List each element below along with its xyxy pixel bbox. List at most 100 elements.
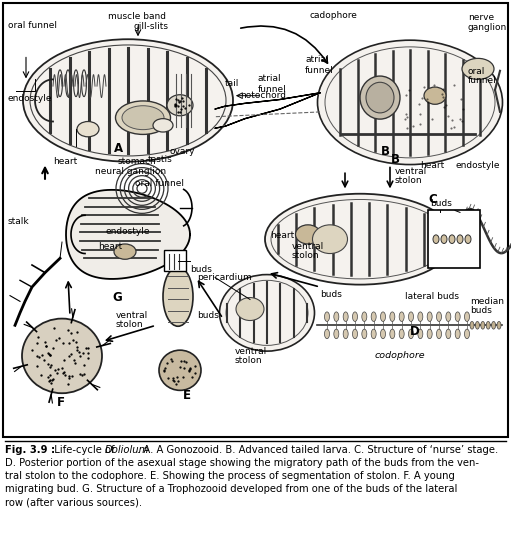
Ellipse shape xyxy=(153,119,173,132)
Ellipse shape xyxy=(313,225,347,254)
Ellipse shape xyxy=(343,329,348,339)
Text: buds: buds xyxy=(320,290,342,299)
Ellipse shape xyxy=(455,312,460,321)
Ellipse shape xyxy=(122,106,164,130)
Ellipse shape xyxy=(465,235,471,244)
Ellipse shape xyxy=(353,312,358,321)
Bar xyxy=(428,211,480,268)
Text: gill-slits: gill-slits xyxy=(133,22,168,31)
Ellipse shape xyxy=(436,312,442,321)
Ellipse shape xyxy=(381,329,385,339)
Text: tral stolon to the codophore. E. Showing the process of segmentation of stolon. : tral stolon to the codophore. E. Showing… xyxy=(5,471,455,481)
Ellipse shape xyxy=(343,312,348,321)
Ellipse shape xyxy=(265,194,455,285)
Ellipse shape xyxy=(362,312,367,321)
Ellipse shape xyxy=(399,312,404,321)
Text: A: A xyxy=(113,142,123,155)
Text: heart: heart xyxy=(53,157,77,166)
Text: ventral: ventral xyxy=(235,347,267,356)
Text: funnel: funnel xyxy=(468,76,497,85)
Text: buds: buds xyxy=(197,311,219,320)
Ellipse shape xyxy=(77,122,99,137)
Text: oral funnel: oral funnel xyxy=(135,179,184,188)
Ellipse shape xyxy=(464,312,470,321)
Text: stolon: stolon xyxy=(116,320,144,328)
Ellipse shape xyxy=(360,76,400,119)
Ellipse shape xyxy=(446,329,451,339)
Ellipse shape xyxy=(399,329,404,339)
Ellipse shape xyxy=(427,329,432,339)
Text: stomach: stomach xyxy=(118,157,157,166)
Ellipse shape xyxy=(481,321,485,329)
Text: ventral: ventral xyxy=(395,167,427,177)
Text: buds: buds xyxy=(190,265,212,274)
Text: nerve: nerve xyxy=(468,14,494,22)
Ellipse shape xyxy=(324,312,330,321)
Ellipse shape xyxy=(418,312,423,321)
Ellipse shape xyxy=(408,329,413,339)
Ellipse shape xyxy=(353,329,358,339)
Text: E: E xyxy=(183,389,191,402)
Ellipse shape xyxy=(441,235,447,244)
Text: Doliolum: Doliolum xyxy=(105,445,149,455)
Ellipse shape xyxy=(220,274,314,351)
Ellipse shape xyxy=(236,298,264,321)
Text: migrating bud. G. Structure of a Trophozooid developed from one of the buds of t: migrating bud. G. Structure of a Trophoz… xyxy=(5,484,457,494)
Text: endostyle: endostyle xyxy=(105,227,150,236)
Ellipse shape xyxy=(23,39,233,161)
Text: stalk: stalk xyxy=(8,218,30,226)
Ellipse shape xyxy=(163,267,193,326)
Text: testis: testis xyxy=(148,155,173,164)
Text: heart: heart xyxy=(270,231,294,240)
Text: G: G xyxy=(112,292,122,305)
Ellipse shape xyxy=(436,329,442,339)
Text: ganglion: ganglion xyxy=(468,23,507,32)
Ellipse shape xyxy=(475,321,479,329)
Text: ovary: ovary xyxy=(170,147,196,157)
Ellipse shape xyxy=(115,101,171,134)
Text: muscle band: muscle band xyxy=(108,12,166,22)
Text: stolon: stolon xyxy=(395,176,423,185)
Ellipse shape xyxy=(317,40,502,165)
Text: buds: buds xyxy=(470,306,492,315)
Text: atrial
funnel: atrial funnel xyxy=(305,56,334,75)
Text: C: C xyxy=(428,193,437,206)
Text: notochord: notochord xyxy=(240,91,286,100)
Text: Fig. 3.9 :: Fig. 3.9 : xyxy=(5,445,55,455)
Text: oral funnel: oral funnel xyxy=(8,21,57,30)
Ellipse shape xyxy=(334,329,339,339)
Ellipse shape xyxy=(497,321,501,329)
Text: endostyle: endostyle xyxy=(455,161,499,170)
Bar xyxy=(164,249,186,271)
Ellipse shape xyxy=(455,329,460,339)
Text: B: B xyxy=(390,153,400,166)
Text: cadophore: cadophore xyxy=(310,11,358,21)
Text: Life-cycle of: Life-cycle of xyxy=(48,445,118,455)
Ellipse shape xyxy=(424,87,446,104)
Text: median: median xyxy=(470,296,504,306)
Ellipse shape xyxy=(371,312,376,321)
Ellipse shape xyxy=(492,321,496,329)
Ellipse shape xyxy=(462,58,494,79)
Text: ventral: ventral xyxy=(292,242,324,251)
Polygon shape xyxy=(66,190,190,279)
Text: lateral buds: lateral buds xyxy=(405,292,459,301)
Ellipse shape xyxy=(381,312,385,321)
Text: pericardium: pericardium xyxy=(197,273,252,282)
Ellipse shape xyxy=(408,312,413,321)
Text: D: D xyxy=(410,325,420,338)
Text: row (after various sources).: row (after various sources). xyxy=(5,497,142,507)
Text: ventral: ventral xyxy=(116,311,148,320)
Text: D. Posterior portion of the asexual stage showing the migratory path of the buds: D. Posterior portion of the asexual stag… xyxy=(5,458,479,468)
Text: F: F xyxy=(57,396,65,409)
Ellipse shape xyxy=(486,321,490,329)
Ellipse shape xyxy=(295,225,320,244)
Ellipse shape xyxy=(464,329,470,339)
Text: codophore: codophore xyxy=(375,351,426,360)
Ellipse shape xyxy=(362,329,367,339)
Text: oral: oral xyxy=(468,67,485,76)
Ellipse shape xyxy=(433,235,439,244)
Text: stolon: stolon xyxy=(235,356,263,365)
Ellipse shape xyxy=(114,244,136,259)
Text: B: B xyxy=(381,145,389,158)
